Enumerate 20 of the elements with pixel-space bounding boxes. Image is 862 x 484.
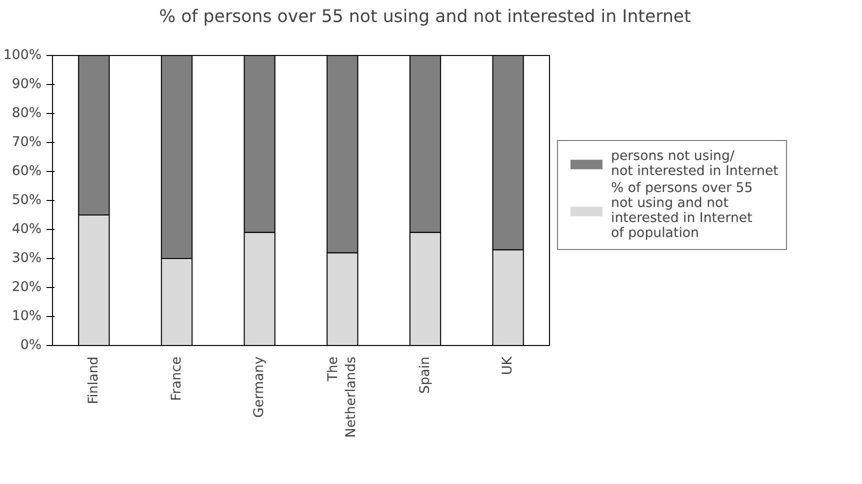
legend-label: % of persons over 55 not using and not interested in Internet of population xyxy=(611,180,753,241)
x-tick-label: UK xyxy=(500,354,516,375)
y-tick-label: 70% xyxy=(12,134,42,150)
legend-label: persons not using/ not interested in Internet xyxy=(611,148,778,179)
y-tick-label: 80% xyxy=(12,106,42,121)
y-tick-label: 100% xyxy=(3,48,42,63)
y-tick-label: 30% xyxy=(12,250,42,266)
x-tick-label: France xyxy=(169,356,184,401)
x-tick-label: Finland xyxy=(86,356,102,404)
chart-title: % of persons over 55 not using and not interested in Internet xyxy=(159,6,691,29)
y-tick-label: 20% xyxy=(12,280,42,295)
y-tick-label: 50% xyxy=(12,192,42,208)
y-tick-label: 60% xyxy=(12,164,42,179)
y-tick-label: 40% xyxy=(12,222,42,237)
y-tick-label: 0% xyxy=(20,338,42,353)
x-tick-label: Spain xyxy=(418,356,433,394)
y-tick-label: 90% xyxy=(12,76,42,92)
x-tick-label: Germany xyxy=(252,356,268,418)
x-tick-label: The Netherlands xyxy=(326,356,359,438)
y-tick-label: 10% xyxy=(12,308,42,324)
